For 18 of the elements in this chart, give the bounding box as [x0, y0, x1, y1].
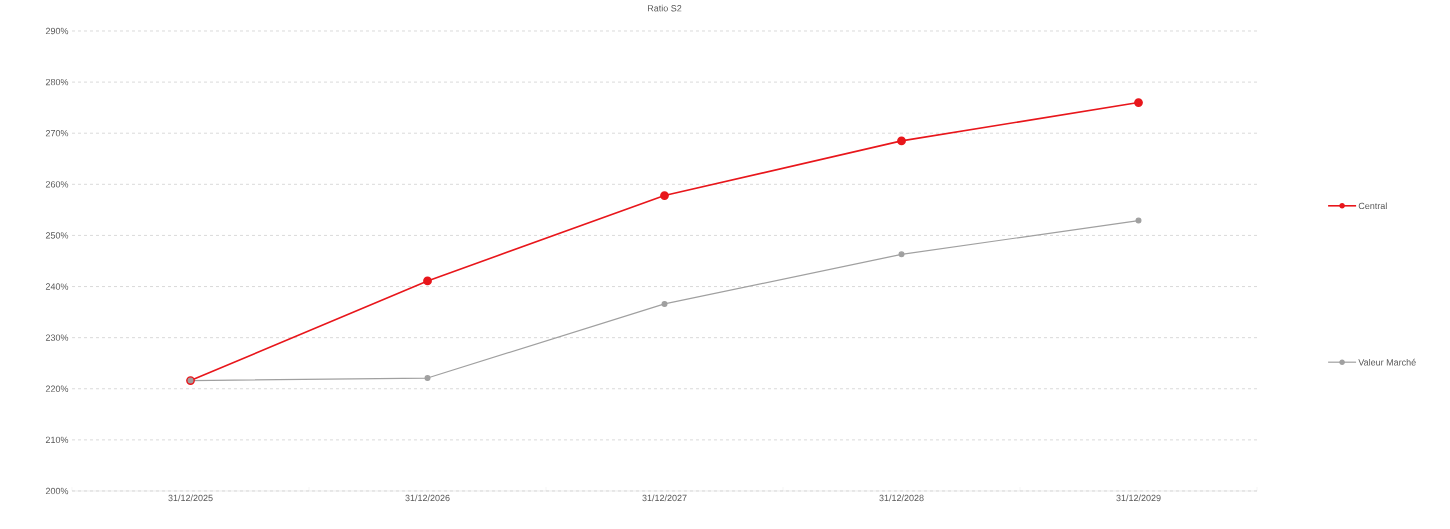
- legend-label: Valeur Marché: [1358, 358, 1416, 366]
- x-tick-label: 31/12/2029: [1116, 494, 1161, 502]
- x-tick-label: 31/12/2027: [642, 494, 687, 502]
- y-tick-label: 210%: [45, 436, 69, 444]
- x-tick-label: 31/12/2026: [405, 494, 450, 502]
- y-tick-label: 260%: [45, 181, 69, 188]
- chart-title: Ratio S2: [647, 4, 682, 12]
- legend-label: Central: [1358, 202, 1387, 210]
- y-tick-label: 270%: [45, 130, 69, 137]
- x-tick-label: 31/12/2028: [879, 494, 924, 502]
- y-tick-label: 250%: [45, 232, 69, 239]
- y-tick-label: 290%: [45, 27, 69, 35]
- x-tick-label: 31/12/2025: [168, 494, 213, 502]
- y-tick-label: 240%: [45, 283, 69, 290]
- y-tick-label: 220%: [45, 385, 69, 392]
- y-tick-label: 230%: [45, 334, 69, 341]
- y-tick-label: 200%: [45, 487, 69, 495]
- y-tick-label: 280%: [45, 78, 69, 86]
